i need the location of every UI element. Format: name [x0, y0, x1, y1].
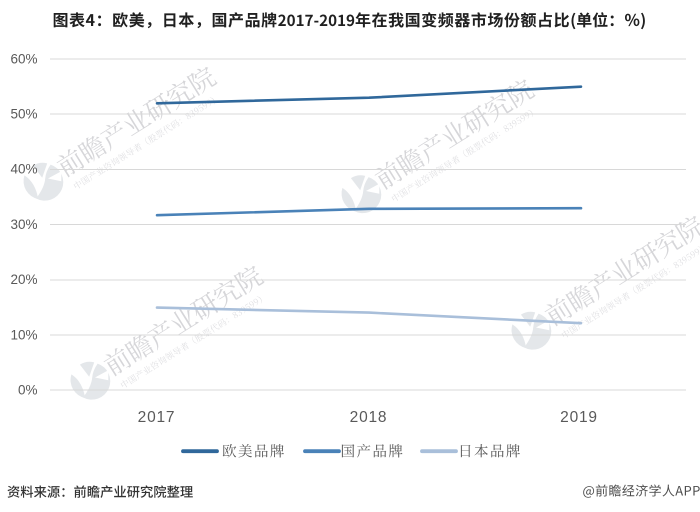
svg-text:10%: 10% — [10, 327, 37, 342]
svg-text:20%: 20% — [10, 272, 37, 287]
svg-text:30%: 30% — [10, 217, 37, 232]
svg-text:2018: 2018 — [350, 409, 388, 426]
svg-text:0%: 0% — [18, 383, 38, 398]
svg-text:60%: 60% — [10, 51, 37, 66]
svg-text:50%: 50% — [10, 107, 37, 122]
svg-text:2017: 2017 — [138, 409, 176, 426]
svg-text:40%: 40% — [10, 162, 37, 177]
svg-text:2019: 2019 — [560, 409, 598, 426]
